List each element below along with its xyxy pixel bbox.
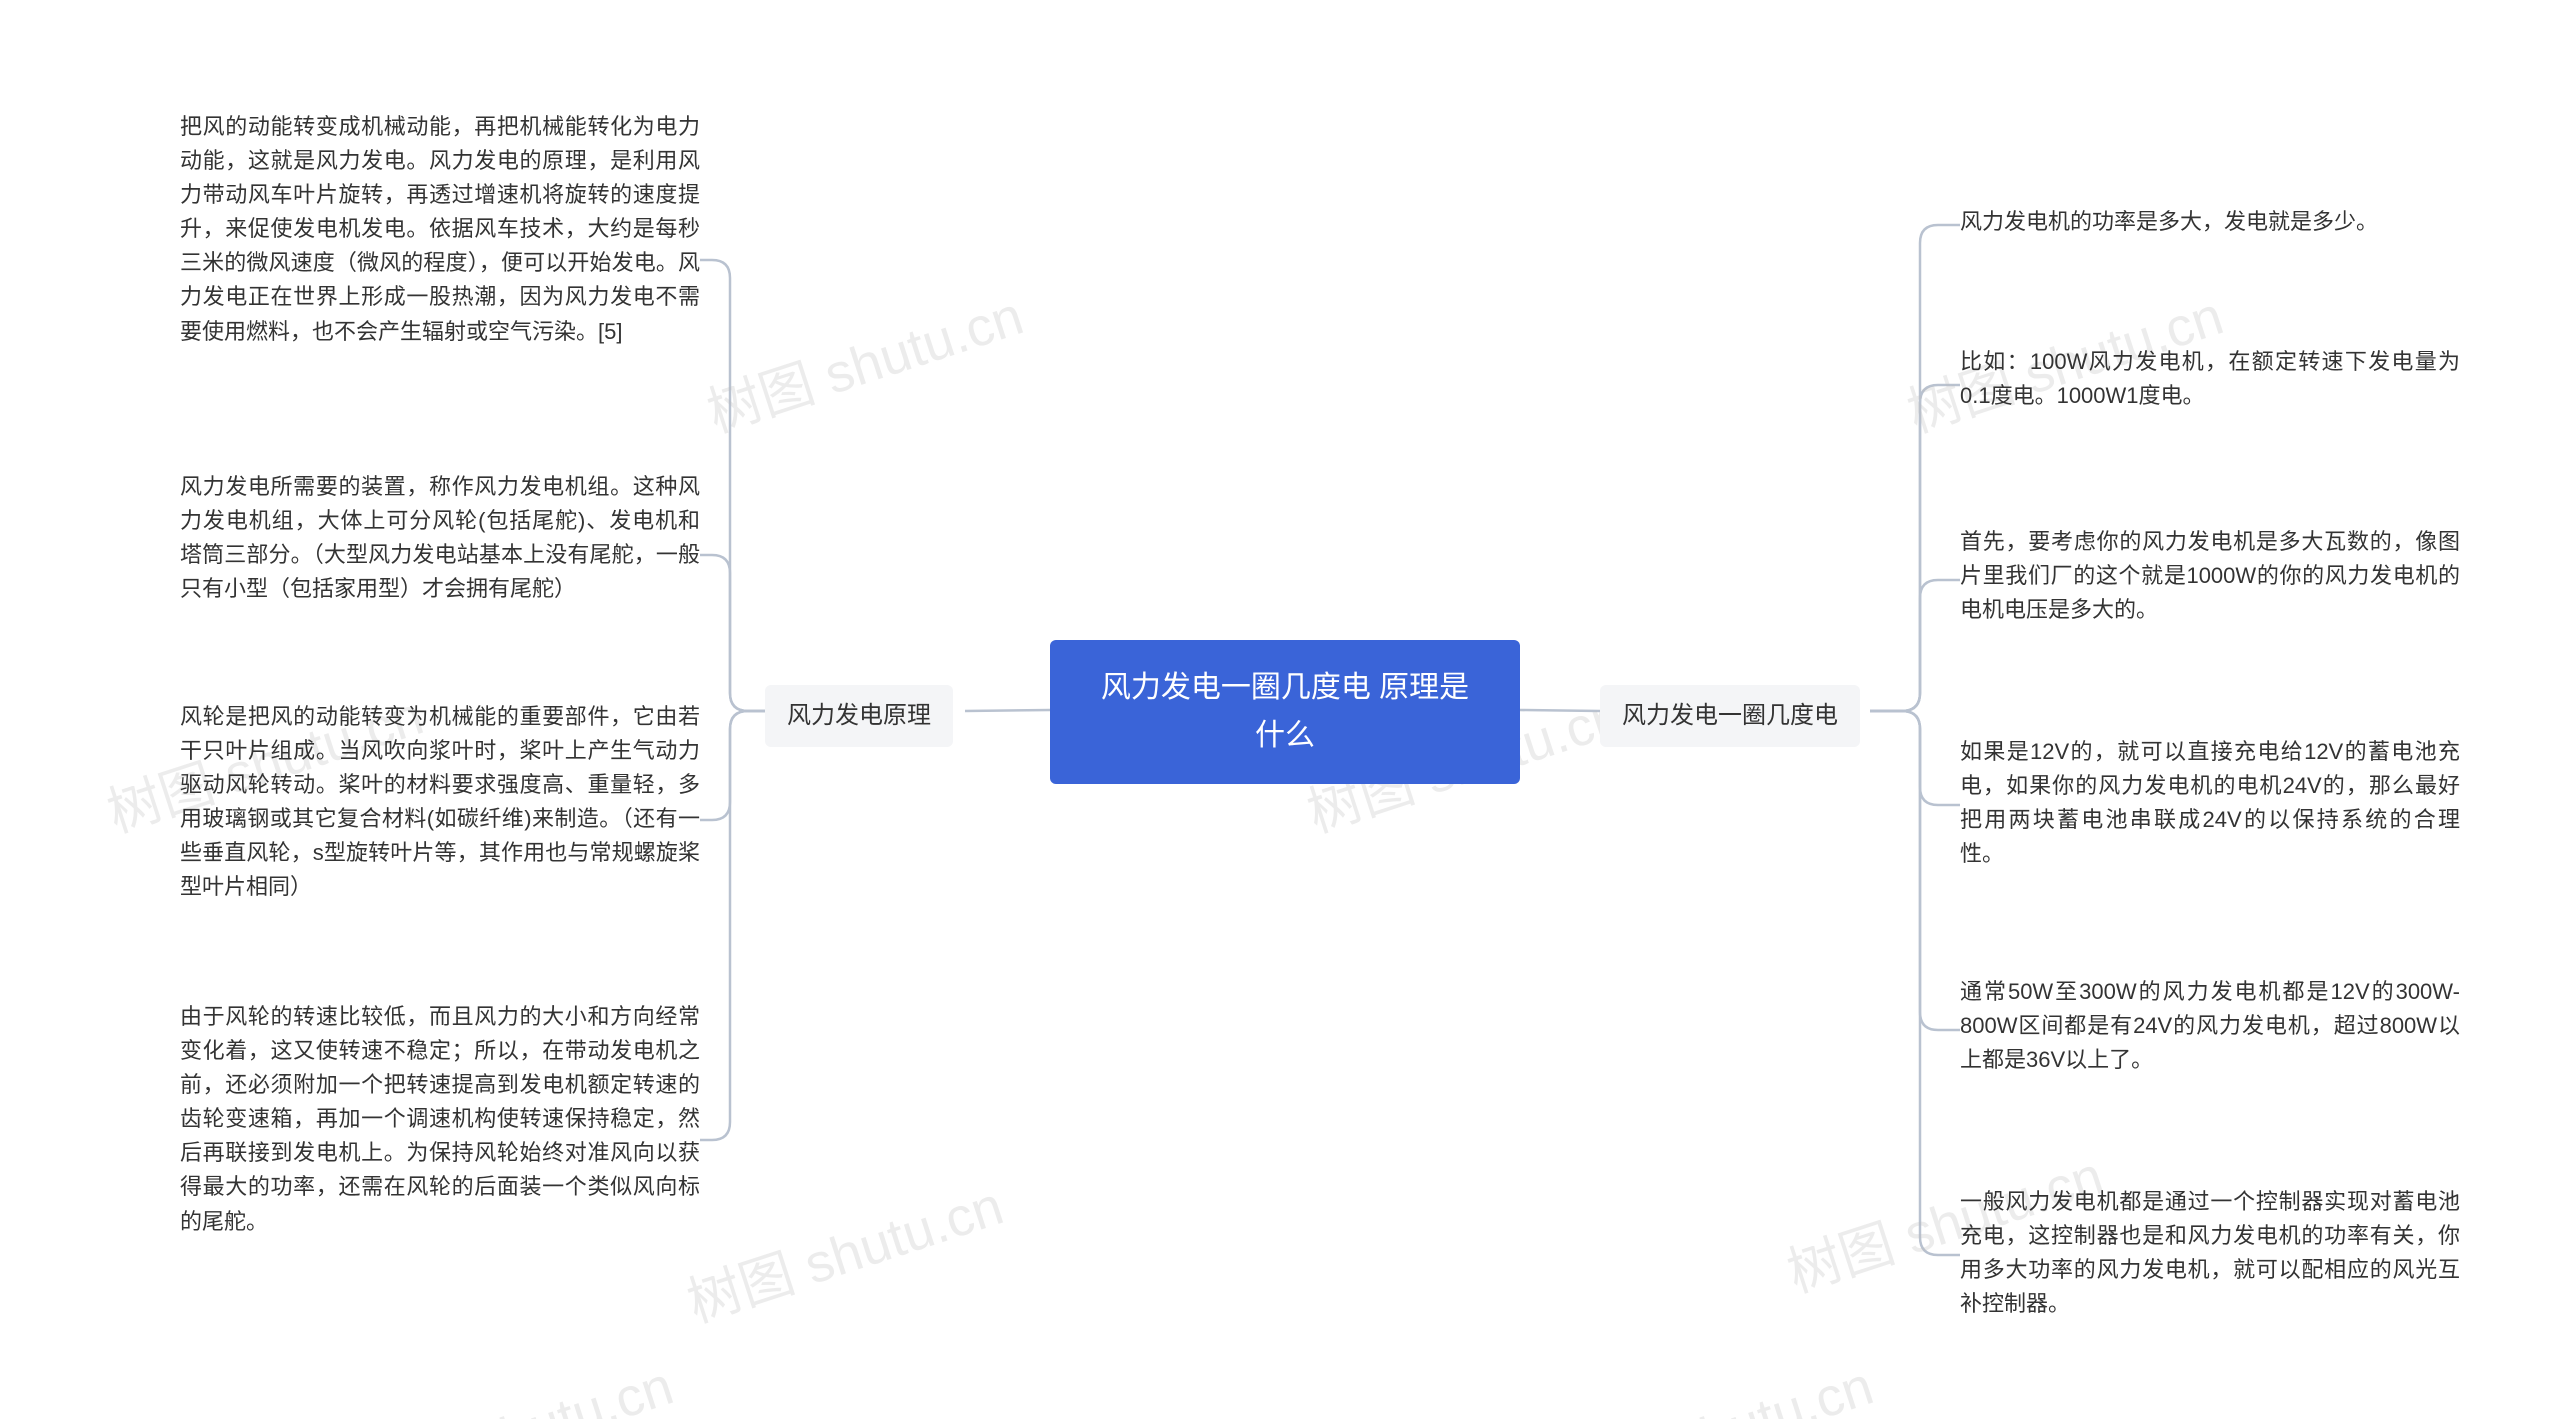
left-leaf-0: 把风的动能转变成机械动能，再把机械能转化为电力动能，这就是风力发电。风力发电的原… [180,110,700,349]
right-leaf-2: 首先，要考虑你的风力发电机是多大瓦数的，像图片里我们厂的这个就是1000W的你的… [1960,525,2460,627]
right-branch-label: 风力发电一圈几度电 [1622,702,1838,729]
watermark: 树图 shutu.cn [1546,1341,1882,1419]
root-text: 风力发电一圈几度电 原理是什么 [1101,671,1469,752]
right-branch-node: 风力发电一圈几度电 [1600,685,1860,747]
left-branch-label: 风力发电原理 [787,702,931,729]
right-leaf-1: 比如：100W风力发电机，在额定转速下发电量为0.1度电。1000W1度电。 [1960,345,2460,413]
left-leaf-3: 由于风轮的转速比较低，而且风力的大小和方向经常变化着，这又使转速不稳定；所以，在… [180,1000,700,1239]
right-leaf-5: 一般风力发电机都是通过一个控制器实现对蓄电池充电，这控制器也是和风力发电机的功率… [1960,1185,2460,1321]
left-leaf-2: 风轮是把风的动能转变为机械能的重要部件，它由若干只叶片组成。当风吹向浆叶时，桨叶… [180,700,700,905]
right-leaf-0: 风力发电机的功率是多大，发电就是多少。 [1960,205,2460,239]
left-leaf-1: 风力发电所需要的装置，称作风力发电机组。这种风力发电机组，大体上可分风轮(包括尾… [180,470,700,606]
mindmap-canvas: 树图 shutu.cn树图 shutu.cn树图 shutu.cn树图 shut… [0,0,2560,1419]
watermark: 树图 shutu.cn [676,1161,1012,1337]
root-node: 风力发电一圈几度电 原理是什么 [1050,640,1520,784]
watermark: 树图 shutu.cn [346,1341,682,1419]
right-leaf-3: 如果是12V的，就可以直接充电给12V的蓄电池充电，如果你的风力发电机的电机24… [1960,735,2460,871]
watermark: 树图 shutu.cn [696,271,1032,447]
left-branch-node: 风力发电原理 [765,685,953,747]
right-leaf-4: 通常50W至300W的风力发电机都是12V的300W-800W区间都是有24V的… [1960,975,2460,1077]
